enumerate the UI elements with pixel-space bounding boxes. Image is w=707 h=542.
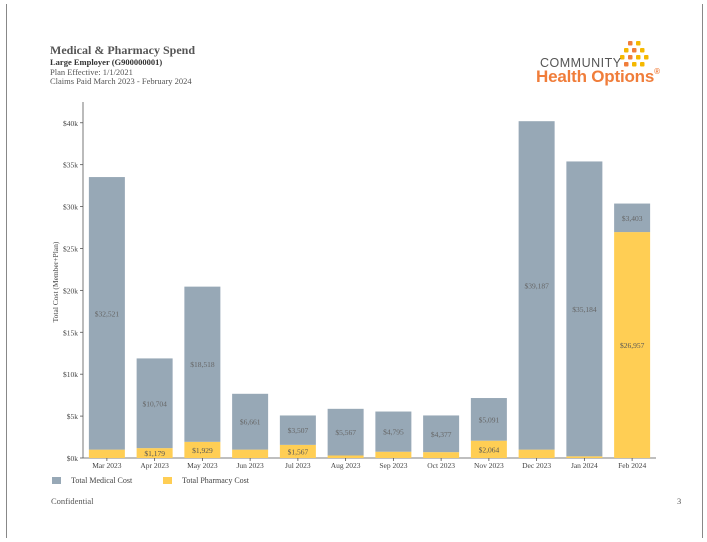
y-tick-label: $35k bbox=[63, 161, 78, 170]
bar-pharmacy bbox=[375, 451, 412, 458]
logo-dot bbox=[620, 55, 625, 60]
employer-subtitle: Large Employer (G900000001) bbox=[50, 56, 163, 67]
x-tick-label: Dec 2023 bbox=[522, 461, 551, 470]
data-label-pharmacy: $2,064 bbox=[479, 445, 500, 454]
logo-trademark: ® bbox=[654, 67, 660, 76]
data-label-medical: $4,377 bbox=[431, 430, 452, 439]
logo-dots-icon bbox=[620, 41, 649, 67]
bar-medical bbox=[423, 415, 460, 453]
data-label-medical: $5,091 bbox=[479, 415, 500, 424]
data-label-medical: $4,795 bbox=[383, 428, 404, 437]
logo-text-community: COMMUNITY bbox=[540, 56, 622, 70]
company-logo: COMMUNITY Health Options® bbox=[530, 38, 660, 88]
x-tick-label: Mar 2023 bbox=[92, 461, 122, 470]
logo-dot bbox=[640, 62, 645, 67]
bar-medical bbox=[184, 286, 221, 442]
bar-medical bbox=[566, 161, 603, 457]
claims-paid-range: Claims Paid March 2023 - February 2024 bbox=[50, 76, 192, 87]
data-label-medical: $39,187 bbox=[524, 281, 549, 290]
bar-medical bbox=[232, 393, 269, 450]
data-label-pharmacy: $1,179 bbox=[144, 449, 165, 458]
legend-swatch-medical bbox=[52, 477, 61, 484]
data-label-medical: $6,661 bbox=[240, 418, 261, 427]
logo-dot bbox=[628, 55, 633, 60]
legend-item-medical: Total Medical Cost bbox=[52, 476, 132, 485]
x-tick-label: Oct 2023 bbox=[427, 461, 455, 470]
logo-text-health-options: Health Options bbox=[536, 67, 655, 86]
y-tick-label: $15k bbox=[63, 328, 78, 337]
logo-dot bbox=[636, 55, 641, 60]
bar-medical bbox=[518, 121, 555, 450]
y-tick-label: $20k bbox=[63, 286, 78, 295]
logo-dot bbox=[624, 48, 629, 53]
data-label-medical: $3,507 bbox=[288, 426, 309, 435]
bar-pharmacy bbox=[518, 449, 555, 458]
report-header: Medical & Pharmacy Spend Large Employer … bbox=[50, 43, 195, 87]
x-tick-label: Aug 2023 bbox=[331, 461, 361, 470]
logo-dot bbox=[644, 55, 649, 60]
data-label-medical: $18,518 bbox=[190, 360, 215, 369]
y-axis-title: Total Cost (Member+Plan) bbox=[51, 241, 60, 322]
bar-pharmacy bbox=[88, 449, 125, 458]
y-tick-label: $40k bbox=[63, 119, 78, 128]
footer-page-number: 3 bbox=[677, 496, 682, 506]
data-label-medical: $32,521 bbox=[95, 309, 120, 318]
logo-dot bbox=[632, 48, 637, 53]
page-title: Medical & Pharmacy Spend bbox=[50, 43, 195, 57]
x-tick-label: May 2023 bbox=[187, 461, 218, 470]
data-label-medical: $3,403 bbox=[622, 214, 643, 223]
y-tick-label: $30k bbox=[63, 203, 78, 212]
data-label-pharmacy: $1,929 bbox=[192, 446, 213, 455]
legend-label-medical: Total Medical Cost bbox=[71, 476, 133, 485]
bar-medical bbox=[614, 203, 651, 233]
bar-medical bbox=[136, 358, 173, 449]
y-tick-label: $25k bbox=[63, 244, 78, 253]
data-label-medical: $10,704 bbox=[142, 399, 167, 408]
legend-label-pharmacy: Total Pharmacy Cost bbox=[182, 476, 249, 485]
logo-dot bbox=[624, 62, 629, 67]
data-label-medical: $5,567 bbox=[335, 428, 356, 437]
logo-dot bbox=[640, 48, 645, 53]
data-label-pharmacy: $26,957 bbox=[620, 341, 645, 350]
bar-medical bbox=[327, 408, 364, 456]
x-tick-label: Jul 2023 bbox=[285, 461, 311, 470]
bar-pharmacy bbox=[423, 452, 460, 458]
y-tick-label: $0k bbox=[67, 454, 79, 463]
bar-medical bbox=[470, 398, 507, 441]
x-tick-label: Sep 2023 bbox=[379, 461, 407, 470]
logo-text-health: Health Options® bbox=[536, 67, 660, 87]
bar-medical bbox=[279, 415, 316, 445]
bar-pharmacy bbox=[614, 232, 651, 458]
bar-medical bbox=[88, 177, 125, 450]
y-tick-label: $10k bbox=[63, 370, 78, 379]
bar-pharmacy bbox=[136, 448, 173, 458]
legend-item-pharmacy: Total Pharmacy Cost bbox=[163, 476, 249, 485]
logo-dot bbox=[632, 62, 637, 67]
data-label-medical: $35,184 bbox=[572, 305, 597, 314]
y-tick-label: $5k bbox=[67, 412, 79, 421]
footer-confidential: Confidential bbox=[51, 496, 94, 506]
bar-medical bbox=[375, 411, 412, 452]
x-tick-label: Feb 2024 bbox=[618, 461, 646, 470]
page-frame bbox=[6, 4, 703, 538]
x-tick-label: Jan 2024 bbox=[571, 461, 598, 470]
bar-pharmacy bbox=[184, 441, 221, 458]
x-tick-label: Nov 2023 bbox=[474, 461, 504, 470]
bar-pharmacy bbox=[470, 440, 507, 458]
x-tick-label: Apr 2023 bbox=[140, 461, 169, 470]
data-label-pharmacy: $1,567 bbox=[288, 447, 309, 456]
plan-effective: Plan Effective: 1/1/2021 bbox=[50, 66, 133, 77]
bar-pharmacy bbox=[279, 444, 316, 458]
bar-pharmacy bbox=[232, 449, 269, 458]
logo-dot bbox=[628, 41, 633, 46]
bar-pharmacy bbox=[327, 455, 364, 458]
x-tick-label: Jun 2023 bbox=[236, 461, 264, 470]
logo-dot bbox=[636, 41, 641, 46]
legend-swatch-pharmacy bbox=[163, 477, 172, 484]
bar-pharmacy bbox=[566, 456, 603, 458]
